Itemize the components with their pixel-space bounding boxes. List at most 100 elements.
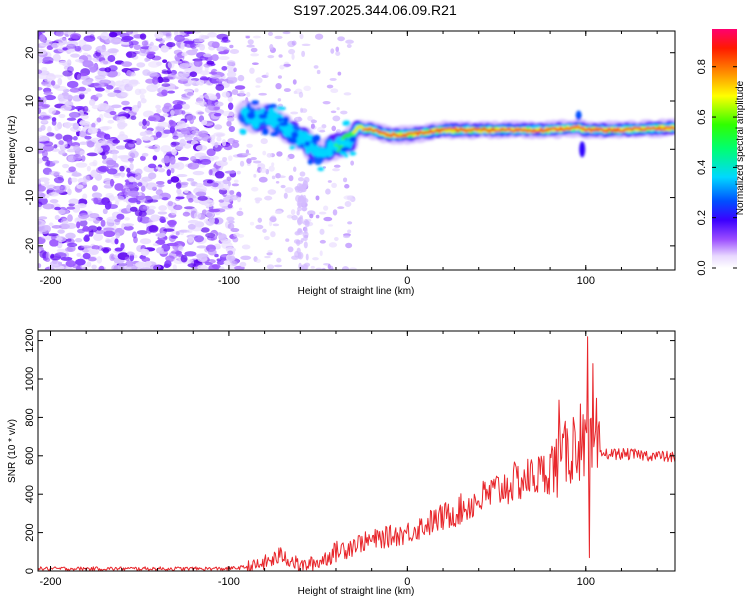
noise-blob — [258, 92, 267, 96]
noise-blob — [151, 195, 163, 200]
x-tick-label: 0 — [404, 576, 410, 588]
snr-background — [38, 331, 675, 571]
ridge-blob — [575, 110, 582, 121]
noise-blob — [45, 74, 56, 81]
noise-blob — [209, 77, 220, 84]
noise-blob — [156, 239, 166, 246]
noise-blob — [280, 184, 286, 189]
noise-blob — [137, 100, 142, 109]
noise-blob — [109, 178, 115, 187]
noise-blob — [148, 146, 158, 150]
noise-blob — [327, 180, 332, 183]
ridge-blob — [275, 106, 286, 111]
noise-blob — [218, 233, 227, 241]
noise-blob — [42, 56, 54, 64]
noise-blob — [74, 105, 85, 110]
noise-blob — [125, 51, 137, 58]
ridge-blob — [263, 110, 269, 115]
noise-blob — [87, 127, 99, 135]
noise-blob — [180, 42, 185, 50]
noise-blob — [141, 136, 151, 141]
noise-blob — [163, 263, 171, 268]
noise-blob — [58, 140, 64, 145]
noise-blob — [250, 53, 260, 57]
noise-blob — [203, 199, 215, 208]
noise-blob — [176, 174, 188, 178]
noise-blob — [99, 79, 112, 85]
noise-blob — [150, 214, 161, 222]
spectrogram-y-ticks: -20 -10 0 10 20 — [24, 47, 675, 254]
noise-blob — [66, 80, 79, 89]
noise-blob — [44, 257, 51, 262]
noise-blob — [161, 89, 168, 96]
noise-blob — [57, 240, 63, 247]
noise-blob — [216, 136, 222, 142]
noise-blob — [62, 70, 73, 77]
noise-blob — [82, 175, 91, 182]
noise-blob — [239, 160, 245, 167]
noise-blob — [228, 155, 233, 161]
noise-blob — [63, 122, 73, 126]
noise-blob — [345, 242, 353, 249]
noise-blob — [89, 161, 97, 167]
noise-blob — [137, 182, 143, 187]
noise-blob — [156, 61, 162, 66]
noise-blob — [171, 141, 180, 146]
noise-blob — [107, 92, 117, 98]
noise-blob — [197, 264, 208, 270]
noise-blob — [38, 248, 41, 252]
noise-blob — [62, 163, 70, 169]
noise-blob — [297, 188, 304, 194]
noise-blob — [199, 43, 206, 51]
noise-blob — [68, 198, 80, 205]
noise-blob — [123, 223, 135, 227]
noise-blob — [233, 179, 239, 183]
noise-blob — [42, 144, 55, 152]
noise-blob — [79, 150, 85, 156]
noise-blob — [305, 253, 309, 261]
noise-blob — [66, 117, 77, 121]
noise-blob — [270, 231, 276, 238]
noise-blob — [74, 59, 84, 63]
noise-blob — [51, 225, 62, 229]
noise-blob — [249, 67, 255, 74]
noise-blob — [74, 217, 81, 224]
noise-blob — [133, 34, 142, 39]
noise-blob — [155, 180, 165, 185]
noise-blob — [53, 176, 65, 184]
noise-blob — [208, 264, 219, 270]
noise-blob — [189, 71, 198, 78]
noise-blob — [134, 88, 142, 96]
spectrogram-frame — [37, 30, 676, 271]
noise-blob — [192, 170, 205, 176]
noise-blob — [48, 107, 57, 115]
noise-blob — [83, 35, 96, 42]
noise-blob — [114, 200, 120, 206]
noise-blob — [190, 195, 197, 199]
noise-blob — [59, 209, 70, 215]
noise-blob — [314, 33, 324, 40]
noise-blob — [113, 195, 125, 202]
noise-blob — [332, 209, 338, 216]
noise-blob — [166, 242, 179, 247]
noise-blob — [97, 139, 106, 147]
noise-blob — [286, 156, 290, 162]
noise-blob — [162, 37, 173, 41]
noise-blob — [299, 215, 303, 220]
noise-blob — [250, 157, 257, 161]
noise-blob — [54, 206, 61, 211]
noise-blob — [213, 132, 226, 138]
noise-blob — [223, 144, 233, 151]
noise-blob — [193, 38, 203, 43]
noise-blob — [199, 158, 212, 165]
noise-blob — [38, 219, 46, 227]
noise-blob — [167, 179, 172, 184]
noise-blob — [152, 155, 158, 161]
noise-blob — [97, 165, 109, 173]
noise-blob — [329, 77, 337, 81]
noise-blob — [245, 36, 250, 39]
spectrogram-x-axis-label: Height of straight line (km) — [298, 286, 415, 297]
noise-blob — [53, 144, 58, 149]
colorbar-label: Normalized spectral amplitude — [735, 80, 746, 215]
noise-blob — [199, 95, 204, 99]
